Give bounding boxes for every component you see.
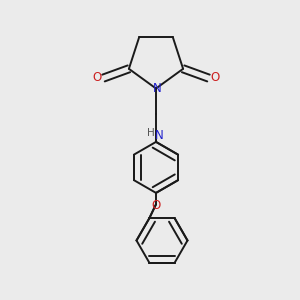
Text: H: H — [147, 128, 154, 139]
Text: N: N — [153, 82, 162, 95]
Text: O: O — [211, 71, 220, 84]
Text: N: N — [155, 129, 164, 142]
Text: O: O — [152, 199, 160, 212]
Text: O: O — [92, 71, 101, 84]
